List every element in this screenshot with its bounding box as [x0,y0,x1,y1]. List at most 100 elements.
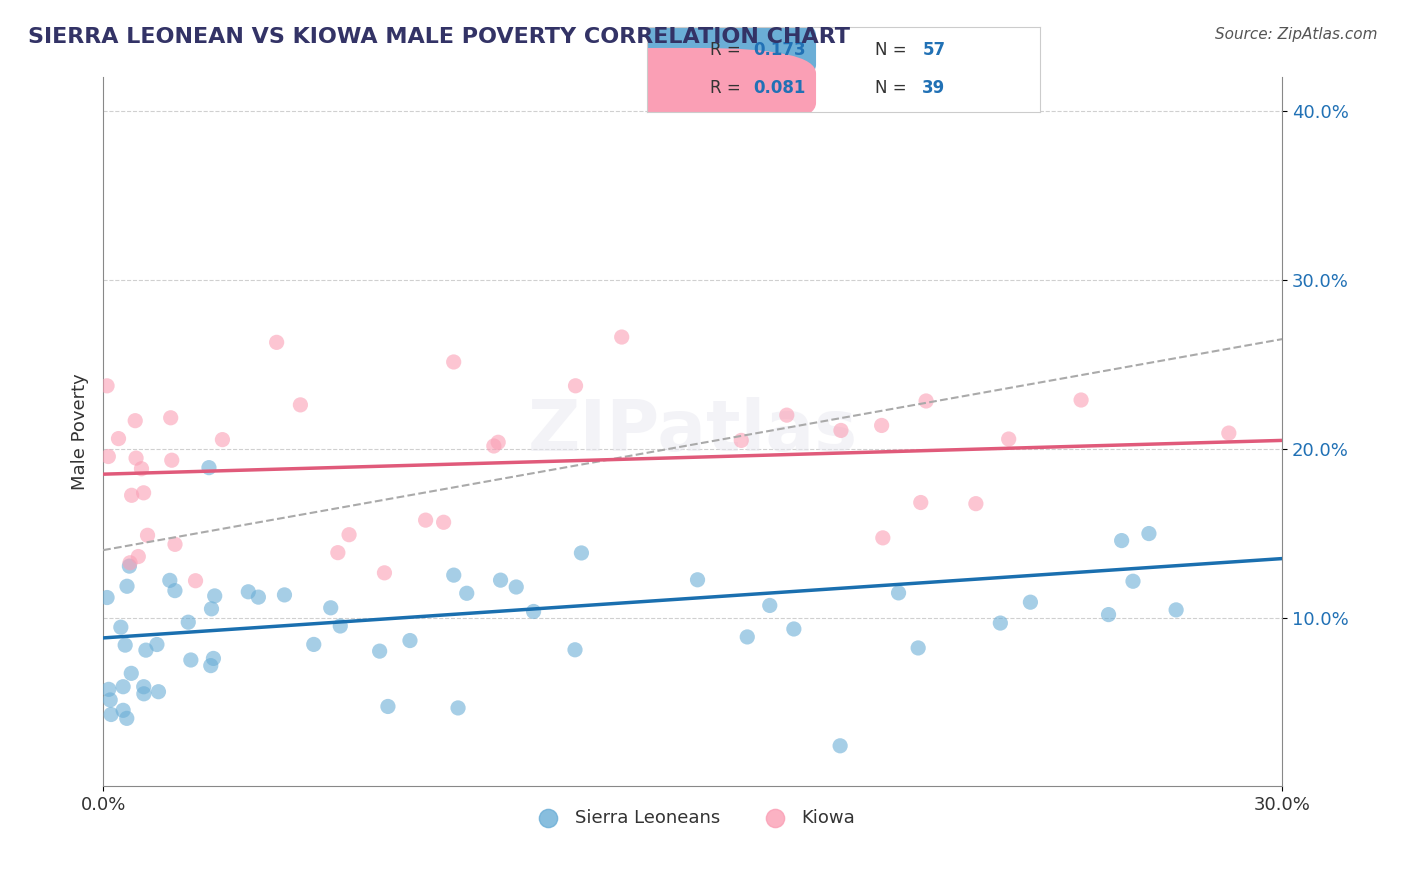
Point [211,433,233,447]
Text: ZIPatlas: ZIPatlas [527,398,858,467]
Point [112,703,135,717]
Point [571,546,593,560]
Text: 0.173: 0.173 [754,42,806,60]
Point [136,528,159,542]
Point [115,711,138,725]
Point [1111,533,1133,548]
Point [112,680,135,694]
Text: N =: N = [875,78,912,96]
Text: R =: R = [710,42,745,60]
Point [107,432,129,446]
Point [184,574,207,588]
Point [1137,526,1160,541]
Point [326,546,349,560]
Point [997,432,1019,446]
Point [118,559,141,574]
Point [100,707,122,722]
Text: 39: 39 [922,78,946,96]
Point [159,410,181,425]
Point [482,439,505,453]
Point [159,574,181,588]
Point [1070,392,1092,407]
Point [200,658,222,673]
Point [132,687,155,701]
Point [965,497,987,511]
Point [522,605,544,619]
Point [735,630,758,644]
Text: Source: ZipAtlas.com: Source: ZipAtlas.com [1215,27,1378,42]
Point [870,418,893,433]
Point [377,699,399,714]
Text: N =: N = [875,42,912,60]
Point [1097,607,1119,622]
Point [758,599,780,613]
FancyBboxPatch shape [540,10,815,90]
Point [830,739,852,753]
Point [447,701,470,715]
Point [97,450,120,464]
Point [783,622,806,636]
Point [505,580,527,594]
Point [872,531,894,545]
Point [302,637,325,651]
Point [988,616,1011,631]
Point [486,435,509,450]
Point [273,588,295,602]
Point [163,583,186,598]
Point [610,330,633,344]
Point [1122,574,1144,589]
Text: 57: 57 [922,42,945,60]
Point [180,653,202,667]
Point [290,398,312,412]
Point [124,414,146,428]
Point [730,434,752,448]
Point [97,682,120,697]
Point [163,537,186,551]
Point [399,633,422,648]
Y-axis label: Male Poverty: Male Poverty [72,374,89,491]
FancyBboxPatch shape [540,48,815,128]
Point [146,638,169,652]
Point [368,644,391,658]
Legend: Sierra Leoneans, Kiowa: Sierra Leoneans, Kiowa [523,802,863,834]
Point [177,615,200,630]
Point [915,394,938,409]
Point [200,602,222,616]
Point [329,619,352,633]
Point [127,549,149,564]
Point [1019,595,1042,609]
Point [443,568,465,582]
Point [564,642,586,657]
Point [135,643,157,657]
Text: R =: R = [710,78,745,96]
Point [247,590,270,604]
Point [132,485,155,500]
Point [686,573,709,587]
Point [114,638,136,652]
Point [198,460,221,475]
Point [907,640,929,655]
Point [830,424,852,438]
Point [887,586,910,600]
Point [776,408,799,422]
Point [266,335,288,350]
Point [132,680,155,694]
Point [120,666,142,681]
Point [1218,426,1240,441]
Point [125,451,148,466]
Point [489,573,512,587]
Point [110,620,132,634]
Point [202,651,225,665]
Point [131,461,153,475]
Text: 0.081: 0.081 [754,78,806,96]
Point [148,684,170,698]
Point [337,527,360,541]
Point [564,378,586,392]
Point [433,516,456,530]
Point [910,495,932,509]
Point [121,488,143,502]
Point [96,379,118,393]
Point [373,566,395,580]
Text: SIERRA LEONEAN VS KIOWA MALE POVERTY CORRELATION CHART: SIERRA LEONEAN VS KIOWA MALE POVERTY COR… [28,27,851,46]
Point [443,355,465,369]
